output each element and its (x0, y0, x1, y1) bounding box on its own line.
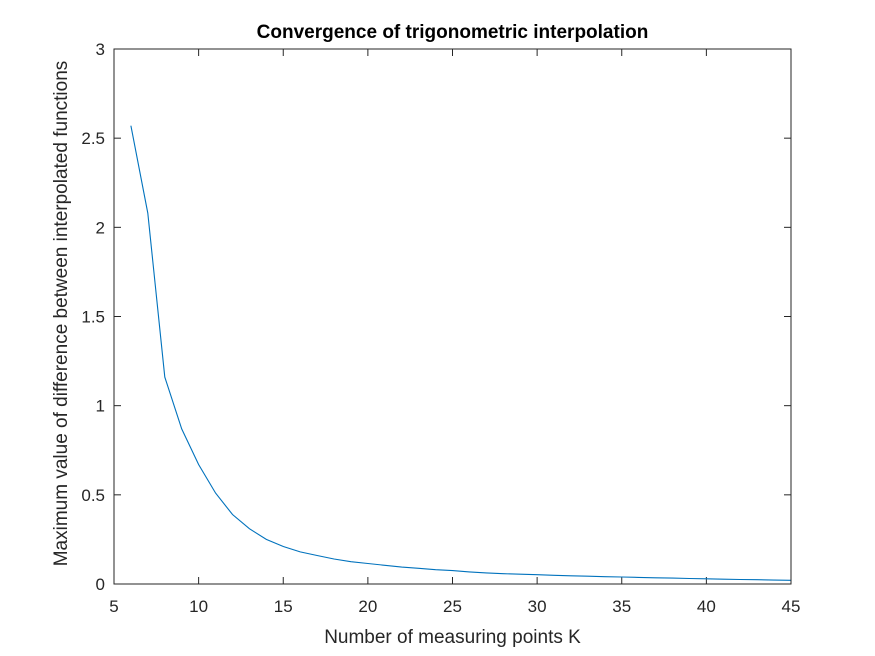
x-tick-label: 25 (443, 597, 462, 616)
x-tick-label: 5 (109, 597, 118, 616)
x-tick-label: 10 (189, 597, 208, 616)
y-axis-label: Maximum value of difference between inte… (51, 61, 72, 567)
x-tick-label: 40 (697, 597, 716, 616)
plot-area (114, 49, 791, 584)
y-tick-label: 1.5 (81, 308, 105, 327)
x-tick-label: 15 (274, 597, 293, 616)
y-tick-label: 2 (96, 218, 105, 237)
chart-title: Convergence of trigonometric interpolati… (257, 22, 649, 43)
axes-box (113, 48, 792, 585)
y-tick-label: 0.5 (81, 486, 105, 505)
y-tick-label: 3 (96, 40, 105, 59)
x-tick-label: 20 (358, 597, 377, 616)
x-axis-label: Number of measuring points K (324, 627, 581, 648)
tick-labels: 5 10 15 20 25 30 35 40 45 0 0.5 1 1.5 2 2.5 3 (81, 40, 800, 616)
x-tick-label: 30 (528, 597, 547, 616)
series-line (130, 125, 792, 581)
y-tick-label: 2.5 (81, 129, 105, 148)
x-tick-label: 35 (612, 597, 631, 616)
x-tick-label: 45 (782, 597, 801, 616)
y-tick-label: 0 (96, 575, 105, 594)
y-tick-label: 1 (96, 397, 105, 416)
